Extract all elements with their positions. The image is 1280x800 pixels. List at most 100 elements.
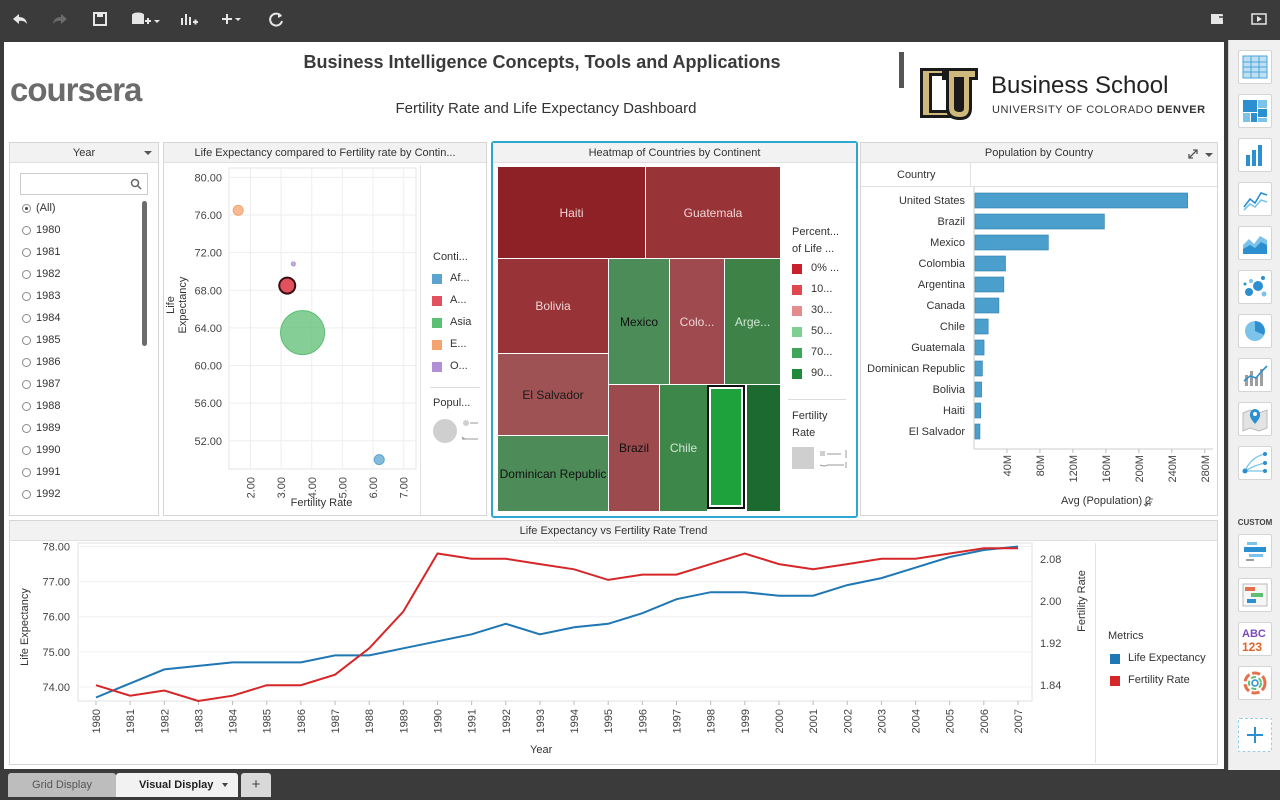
radial-visualization-button[interactable] — [1238, 666, 1272, 700]
tab-visual-display[interactable]: Visual Display — [116, 773, 238, 797]
scatter-legend-item[interactable]: A... — [432, 293, 488, 309]
share-icon[interactable] — [1208, 8, 1228, 30]
heatmap-cell[interactable]: El Salvador — [498, 354, 608, 435]
year-radio[interactable] — [22, 248, 31, 257]
year-radio[interactable] — [22, 380, 31, 389]
year-radio[interactable] — [22, 424, 31, 433]
year-radio[interactable] — [22, 490, 31, 499]
tab-grid-display[interactable]: Grid Display — [8, 773, 116, 797]
year-option[interactable]: 1986 — [10, 353, 140, 373]
year-radio[interactable] — [22, 314, 31, 323]
year-radio[interactable] — [22, 468, 31, 477]
year-radio[interactable] — [22, 226, 31, 235]
save-icon[interactable] — [90, 8, 110, 30]
year-filter-menu-icon[interactable] — [144, 151, 152, 155]
sort-icon[interactable] — [1143, 497, 1153, 509]
bubble-chart-visualization-button[interactable] — [1238, 270, 1272, 304]
year-option[interactable]: 1989 — [10, 419, 140, 439]
year-option[interactable]: (All) — [10, 199, 140, 219]
population-col-header: Country — [861, 163, 971, 187]
add-tab-button[interactable]: + — [241, 773, 271, 797]
year-option[interactable]: 1990 — [10, 441, 140, 461]
heatmap-cell[interactable]: Colo... — [670, 259, 724, 384]
text-visualization-button[interactable]: ABC 123 — [1238, 622, 1272, 656]
heatmap-cell[interactable]: Brazil — [609, 385, 659, 511]
scatter-legend-item[interactable]: E... — [432, 337, 488, 353]
heatmap-legend-item[interactable]: 70... — [792, 345, 852, 361]
line-chart-visualization-button[interactable] — [1238, 182, 1272, 216]
heatmap-visualization-button[interactable] — [1238, 94, 1272, 128]
map-visualization-button[interactable] — [1238, 402, 1272, 436]
heatmap-cell[interactable]: Chile — [660, 385, 707, 511]
scatter-point — [280, 310, 326, 356]
tab-menu-icon[interactable] — [222, 783, 228, 787]
word-cloud-visualization-button[interactable] — [1238, 534, 1272, 568]
pie-chart-visualization-button[interactable] — [1238, 314, 1272, 348]
redo-icon[interactable] — [50, 8, 70, 30]
heatmap-cell[interactable]: Arge... — [725, 259, 780, 384]
network-visualization-button[interactable] — [1238, 446, 1272, 480]
area-chart-visualization-button[interactable] — [1238, 226, 1272, 260]
heatmap-panel[interactable]: Heatmap of Countries by Continent Haiti G… — [491, 141, 858, 518]
year-search-field[interactable] — [24, 174, 128, 194]
add-custom-visualization-button[interactable] — [1238, 718, 1272, 752]
heatmap-cell[interactable] — [747, 385, 780, 511]
heatmap-legend-label: 10... — [811, 283, 833, 295]
year-option[interactable]: 1985 — [10, 331, 140, 351]
heatmap-legend-item[interactable]: 90... — [792, 366, 852, 382]
plus-icon — [1247, 727, 1263, 743]
year-option[interactable]: 1992 — [10, 485, 140, 505]
population-country-label: El Salvador — [909, 426, 966, 438]
heatmap-cell[interactable]: Guatemala — [646, 167, 780, 258]
year-option[interactable]: 1988 — [10, 397, 140, 417]
grid-visualization-button[interactable] — [1238, 50, 1272, 84]
year-radio[interactable] — [22, 446, 31, 455]
year-radio[interactable] — [22, 270, 31, 279]
insert-menu-icon[interactable] — [218, 8, 244, 30]
scatter-legend-item[interactable]: Asia — [432, 315, 488, 331]
trend-legend-item[interactable]: Fertility Rate — [1108, 673, 1218, 689]
year-radio[interactable] — [22, 358, 31, 367]
heatmap-cell[interactable]: Mexico — [609, 259, 669, 384]
trend-year-label: 2002 — [842, 709, 854, 733]
year-option[interactable]: 1987 — [10, 375, 140, 395]
year-radio[interactable] — [22, 204, 31, 213]
year-list-scrollbar[interactable] — [142, 201, 147, 346]
population-tick-label: 40M — [1002, 455, 1014, 476]
bar-chart-visualization-button[interactable] — [1238, 138, 1272, 172]
expand-icon[interactable] — [1187, 148, 1199, 163]
heatmap-legend-item[interactable]: 10... — [792, 282, 852, 298]
add-dataset-icon[interactable] — [128, 8, 160, 30]
bottom-tab-bar: Grid Display Visual Display + — [0, 771, 1280, 800]
heatmap-cell[interactable] — [707, 385, 745, 509]
heatmap-cell[interactable]: Bolivia — [498, 259, 608, 353]
year-option[interactable]: 1991 — [10, 463, 140, 483]
combo-chart-visualization-button[interactable] — [1238, 358, 1272, 392]
scatter-legend-item[interactable]: O... — [432, 359, 488, 375]
heatmap-legend-item[interactable]: 0% ... — [792, 261, 852, 277]
add-visualization-icon[interactable] — [178, 8, 198, 30]
scatter-legend-item[interactable]: Af... — [432, 271, 488, 287]
year-option[interactable]: 1983 — [10, 287, 140, 307]
year-option[interactable]: 1981 — [10, 243, 140, 263]
year-search-input[interactable] — [20, 173, 148, 195]
heatmap-legend-item[interactable]: 30... — [792, 303, 852, 319]
year-radio[interactable] — [22, 402, 31, 411]
undo-icon[interactable] — [10, 8, 30, 30]
trend-legend-item[interactable]: Life Expectancy — [1108, 651, 1218, 667]
year-radio[interactable] — [22, 336, 31, 345]
scatter-ytick-label: 60.00 — [194, 361, 222, 373]
population-panel: Population by Country Country 40M 80M 120M… — [860, 142, 1218, 516]
year-option[interactable]: 1980 — [10, 221, 140, 241]
heatmap-legend-item[interactable]: 50... — [792, 324, 852, 340]
population-menu-icon[interactable] — [1205, 153, 1213, 157]
year-radio[interactable] — [22, 292, 31, 301]
heatmap-cell[interactable]: Dominican Republic — [498, 436, 608, 511]
refresh-icon[interactable] — [266, 8, 286, 30]
gantt-visualization-button[interactable] — [1238, 578, 1272, 612]
year-option[interactable]: 1984 — [10, 309, 140, 329]
heatmap-cell[interactable]: Haiti — [498, 167, 645, 258]
year-option[interactable]: 1982 — [10, 265, 140, 285]
trend-year-label: 2000 — [774, 709, 786, 733]
presentation-mode-icon[interactable] — [1249, 8, 1269, 30]
